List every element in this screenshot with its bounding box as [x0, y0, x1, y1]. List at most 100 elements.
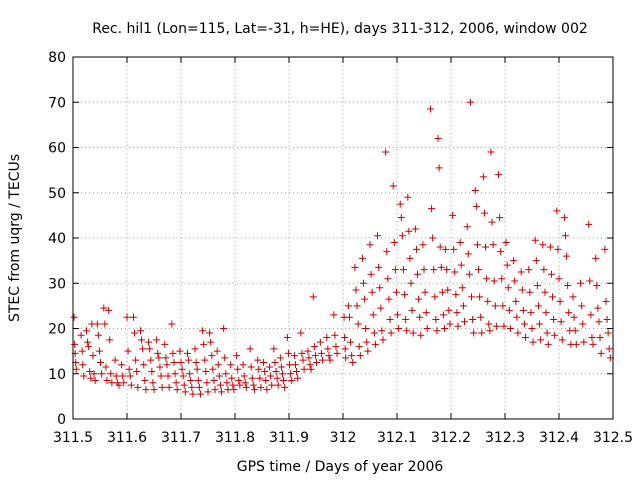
- data-point: [305, 354, 313, 362]
- data-point: [306, 361, 314, 369]
- data-point: [430, 266, 438, 274]
- data-point: [192, 358, 200, 366]
- data-point: [360, 279, 368, 287]
- data-point: [342, 354, 350, 362]
- data-point: [459, 302, 467, 310]
- data-point: [449, 211, 457, 219]
- data-point: [195, 383, 203, 391]
- data-point: [366, 241, 374, 249]
- data-point: [414, 270, 422, 278]
- data-point: [313, 358, 321, 366]
- data-point: [310, 343, 318, 351]
- data-point: [179, 372, 187, 380]
- data-point: [386, 315, 394, 323]
- data-point: [262, 377, 270, 385]
- data-point: [542, 309, 550, 317]
- data-point: [596, 334, 604, 342]
- data-point: [369, 311, 377, 319]
- data-point: [213, 347, 221, 355]
- data-point: [316, 338, 324, 346]
- data-point: [466, 98, 474, 106]
- data-point: [272, 367, 280, 375]
- data-point: [470, 329, 478, 337]
- data-point: [78, 347, 86, 355]
- data-point: [211, 386, 219, 394]
- data-point: [458, 284, 466, 292]
- data-point: [370, 329, 378, 337]
- y-tick-label: 60: [48, 141, 66, 157]
- data-point: [569, 293, 577, 301]
- data-point: [371, 340, 379, 348]
- data-point: [536, 320, 544, 328]
- data-point: [185, 356, 193, 364]
- data-point: [138, 336, 146, 344]
- data-point: [498, 275, 506, 283]
- data-point: [106, 336, 114, 344]
- data-point: [115, 381, 123, 389]
- data-point: [267, 372, 275, 380]
- data-point: [288, 377, 296, 385]
- data-point: [557, 318, 565, 326]
- data-point: [482, 243, 490, 251]
- data-point: [526, 288, 534, 296]
- data-point: [553, 207, 561, 215]
- data-point: [222, 370, 230, 378]
- data-point: [203, 379, 211, 387]
- y-tick-label: 70: [48, 95, 66, 111]
- data-point: [223, 379, 231, 387]
- data-point: [439, 311, 447, 319]
- data-point: [180, 381, 188, 389]
- data-point: [500, 322, 508, 330]
- data-point: [368, 288, 376, 296]
- data-point: [601, 245, 609, 253]
- data-point: [277, 363, 285, 371]
- data-point: [207, 338, 215, 346]
- data-point: [341, 334, 349, 342]
- data-point: [172, 379, 180, 387]
- data-point: [560, 214, 568, 222]
- data-point: [473, 241, 481, 249]
- data-point: [126, 372, 134, 380]
- data-point: [456, 239, 464, 247]
- data-point: [333, 349, 341, 357]
- data-point: [411, 225, 419, 233]
- data-point: [84, 338, 92, 346]
- x-tick-label: 312.2: [431, 430, 471, 446]
- data-point: [317, 349, 325, 357]
- data-point: [239, 361, 247, 369]
- data-point: [145, 338, 153, 346]
- data-point: [534, 302, 542, 310]
- data-point: [221, 354, 229, 362]
- data-point: [550, 315, 558, 323]
- data-point: [572, 340, 580, 348]
- data-point: [408, 306, 416, 314]
- data-point: [539, 241, 547, 249]
- data-point: [486, 327, 494, 335]
- data-point: [260, 358, 268, 366]
- data-point: [142, 386, 150, 394]
- data-point: [162, 354, 170, 362]
- data-point: [330, 311, 338, 319]
- data-point: [283, 334, 291, 342]
- data-point: [133, 367, 141, 375]
- data-point: [417, 331, 425, 339]
- data-point: [137, 327, 144, 335]
- data-point: [131, 329, 139, 337]
- data-point: [279, 370, 287, 378]
- data-point: [452, 291, 460, 299]
- data-point: [347, 338, 355, 346]
- data-point: [363, 338, 371, 346]
- data-point: [514, 329, 522, 337]
- data-point: [119, 372, 127, 380]
- data-point: [206, 329, 214, 337]
- x-tick-label: 311.5: [53, 430, 93, 446]
- data-point: [555, 275, 563, 283]
- data-point: [594, 304, 602, 312]
- data-point: [300, 365, 308, 373]
- data-point: [361, 295, 369, 303]
- data-point: [438, 288, 446, 296]
- data-point: [72, 365, 80, 373]
- data-point: [554, 245, 562, 253]
- data-point: [404, 193, 412, 201]
- data-point: [230, 386, 238, 394]
